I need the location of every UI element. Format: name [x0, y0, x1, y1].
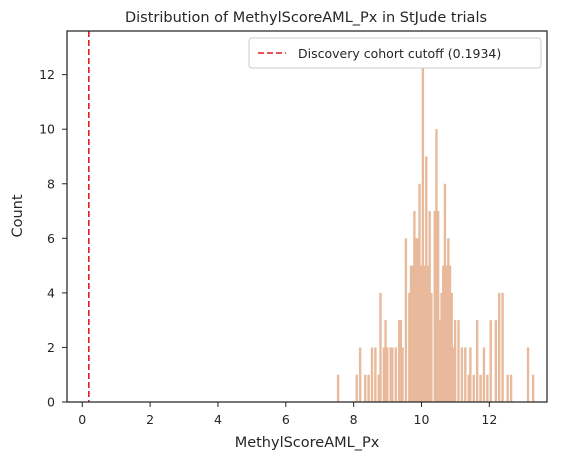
x-tick-label: 10	[414, 412, 430, 427]
histogram-bar	[442, 265, 445, 402]
histogram-bar	[416, 238, 419, 402]
x-tick-label: 4	[214, 412, 222, 427]
histogram-bar	[433, 211, 436, 402]
histogram-bar	[501, 292, 504, 402]
histogram-bar	[438, 320, 442, 402]
x-axis-label: MethylScoreAML_Px	[235, 435, 380, 451]
histogram-bar	[367, 374, 370, 402]
histogram-bar	[443, 183, 447, 402]
y-axis-label: Count	[10, 194, 26, 237]
histogram-bar	[453, 320, 457, 402]
histogram-bar	[409, 265, 413, 402]
x-axis-ticks: 0 2 4 6 8 10 12	[78, 402, 497, 427]
histogram-bar	[370, 347, 374, 402]
histogram-bar	[450, 292, 453, 402]
histogram-bar	[469, 347, 472, 402]
histogram-bar	[420, 265, 423, 402]
histogram-bar	[426, 265, 430, 402]
histogram-bar	[399, 320, 403, 402]
y-tick-label: 2	[47, 340, 55, 355]
histogram-bar	[436, 211, 440, 402]
histogram-bar	[448, 265, 452, 402]
histogram-bar	[452, 347, 455, 402]
histogram-bars	[336, 61, 535, 403]
histogram-bar	[408, 292, 411, 402]
histogram-bar	[382, 347, 386, 402]
histogram-bar	[467, 374, 470, 402]
chart-title: Distribution of MethylScoreAML_Px in StJ…	[125, 10, 487, 26]
legend-box	[248, 37, 542, 69]
x-tick-label: 6	[282, 412, 290, 427]
histogram-bar	[475, 320, 479, 402]
histogram-bar	[472, 374, 475, 402]
histogram-bar	[418, 183, 421, 402]
y-tick-label: 10	[39, 122, 55, 137]
histogram-bar	[386, 347, 389, 402]
histogram-bar	[384, 320, 387, 402]
histogram-bar	[414, 238, 418, 402]
histogram-bar	[336, 374, 340, 402]
histogram-bar	[364, 374, 367, 402]
histogram-bar	[531, 374, 535, 402]
histogram-bar	[379, 292, 382, 402]
legend: Discovery cohort cutoff (0.1934)	[248, 37, 542, 69]
histogram-bar	[430, 292, 433, 402]
histogram-bar	[526, 347, 530, 402]
histogram-bar	[440, 292, 443, 402]
histogram-bar	[394, 347, 397, 402]
histogram-bar	[498, 292, 501, 402]
y-tick-label: 0	[47, 395, 55, 410]
histogram-bar	[423, 265, 426, 402]
histogram-bar	[421, 61, 425, 402]
histogram-bar	[401, 347, 404, 402]
x-tick-label: 8	[350, 412, 358, 427]
histogram-bar	[464, 347, 467, 402]
histogram-bar	[391, 347, 394, 402]
histogram-bar	[389, 347, 392, 402]
x-tick-label: 2	[146, 412, 154, 427]
histogram-bar	[435, 129, 438, 403]
x-tick-label: 0	[78, 412, 86, 427]
histogram-bar	[457, 320, 460, 402]
histogram-bar	[494, 320, 498, 402]
histogram-bar	[355, 374, 358, 402]
y-tick-label: 6	[47, 231, 55, 246]
histogram-bar	[428, 211, 431, 402]
histogram-bar	[377, 374, 380, 402]
histogram-bar	[460, 347, 464, 402]
y-tick-label: 12	[39, 67, 55, 82]
histogram-bar	[358, 347, 362, 402]
histogram-bar	[479, 374, 482, 402]
histogram-bar	[445, 265, 448, 402]
histogram-bar	[447, 238, 450, 402]
histogram-bar	[489, 320, 492, 402]
y-axis-ticks: 0 2 4 6 8 10 12	[39, 67, 67, 410]
histogram-bar	[374, 347, 377, 402]
histogram-bar	[509, 374, 513, 402]
histogram-bar	[425, 156, 428, 402]
histogram-bar	[404, 238, 408, 402]
y-tick-label: 4	[47, 285, 55, 300]
histogram-bar	[397, 320, 401, 402]
histogram-bar	[413, 211, 416, 402]
plot-frame	[66, 30, 548, 403]
histogram-bar	[411, 265, 414, 402]
histogram-bar	[506, 374, 509, 402]
legend-label: Discovery cohort cutoff (0.1934)	[298, 46, 501, 61]
y-tick-label: 8	[47, 176, 55, 191]
histogram-bar	[486, 374, 489, 402]
x-tick-label: 12	[481, 412, 497, 427]
histogram-bar	[482, 347, 486, 402]
